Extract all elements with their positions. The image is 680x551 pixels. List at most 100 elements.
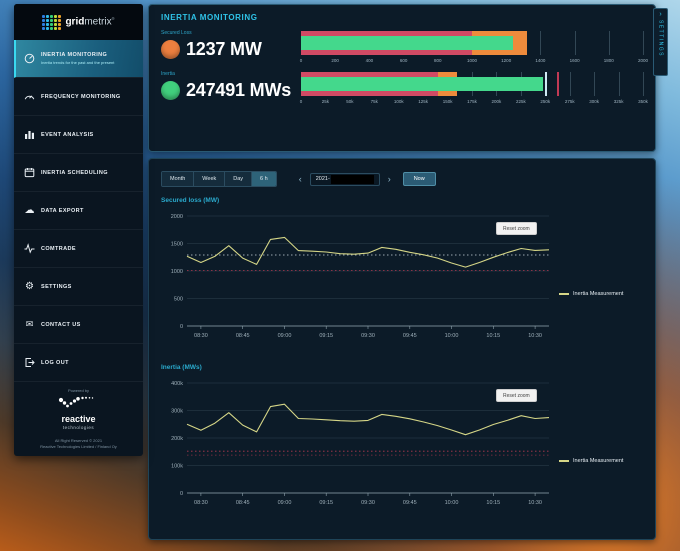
gauge-tick-label: 25k — [321, 99, 330, 104]
logo-dot — [58, 18, 62, 22]
sidebar-item-comtrade[interactable]: COMTRADE — [14, 230, 143, 268]
logo-dot — [42, 22, 46, 26]
logo-dot — [50, 14, 54, 18]
logo-dot — [50, 26, 54, 30]
reset-zoom-button[interactable]: Reset zoom — [496, 389, 537, 402]
inertia-metric: Inertia 247491 MWs 0 25k 50k 75k 100k 125k 150… — [149, 65, 655, 106]
gauge-tick-label: 225k — [515, 99, 526, 104]
chart-line — [186, 403, 550, 436]
x-axis-tick-label: 10:30 — [528, 333, 542, 339]
y-axis-tick-label: 100k — [171, 464, 183, 470]
logo-dot — [42, 18, 46, 22]
secured-loss-chart[interactable]: 0 500 1000 1500 2000 08:30 08:45 09:00 09:15 09:3… — [161, 208, 553, 348]
x-axis-tick-label: 10:15 — [486, 500, 500, 506]
logo-dot — [58, 14, 62, 18]
sidebar-item-event-analysis[interactable]: EVENT ANALYSIS — [14, 116, 143, 154]
reactive-logo-text: reactive — [61, 414, 96, 424]
next-date-button[interactable]: › — [384, 174, 395, 184]
sidebar-footer: Powered by reactive technologies All Rig… — [14, 382, 143, 451]
app-logo: gridmetrix® — [14, 4, 143, 40]
now-button[interactable]: Now — [402, 172, 436, 186]
gauge-tick-label: 125k — [418, 99, 429, 104]
gauge-tick-label: 175k — [467, 99, 477, 104]
envelope-icon: ✉ — [25, 319, 34, 329]
gauge-tick-label: 600 — [399, 58, 408, 63]
y-axis-tick-label: 500 — [174, 297, 183, 303]
legend[interactable]: Inertia Measurement — [559, 291, 623, 297]
settings-flyout-tab[interactable]: › SETTINGS — [653, 8, 668, 76]
gauge-tick-label: 100k — [393, 99, 404, 104]
inertia-chart[interactable]: 0 100k 200k 300k 400k 08:30 08:45 09:00 09:15 09:… — [161, 375, 553, 515]
sidebar-item-label: CONTACT US — [41, 321, 81, 328]
sidebar-item-log-out[interactable]: LOG OUT — [14, 344, 143, 382]
sidebar-nav: INERTIA MONITORING Inertia trends for the… — [14, 40, 143, 382]
secured-loss-chart-area: 0 500 1000 1500 2000 08:30 08:45 09:00 09:15 09:3… — [161, 208, 643, 356]
gauge-tick-label: 50k — [346, 99, 354, 104]
logo-dot — [46, 14, 50, 18]
range-button-group: Month Week Day 6 h — [161, 171, 277, 187]
y-axis-tick-label: 400k — [171, 381, 183, 387]
metric-label: Secured Loss — [161, 30, 192, 36]
reset-zoom-button[interactable]: Reset zoom — [496, 222, 537, 235]
y-axis-tick-label: 2000 — [171, 214, 183, 220]
prev-date-button[interactable]: ‹ — [295, 174, 306, 184]
sidebar-item-contact-us[interactable]: ✉ CONTACT US — [14, 306, 143, 344]
logo-dot — [46, 26, 50, 30]
gauge-tick-label: 325k — [613, 99, 624, 104]
range-button-6h[interactable]: 6 h — [252, 172, 276, 186]
gauge-tick-label: 800 — [434, 58, 442, 63]
chart-line — [186, 236, 550, 268]
range-button-week[interactable]: Week — [194, 172, 226, 186]
y-axis-tick-label: 1000 — [171, 269, 183, 275]
sidebar-item-inertia-monitoring[interactable]: INERTIA MONITORING Inertia trends for the… — [14, 40, 143, 78]
sidebar-item-frequency-monitoring[interactable]: FREQUENCY MONITORING — [14, 78, 143, 116]
gauge-tick-label: 1400 — [535, 58, 546, 63]
gauge-tick-label: 200k — [491, 99, 502, 104]
legend-label: Inertia Measurement — [573, 290, 624, 297]
gauge-tick — [540, 31, 542, 55]
chart-title-secured-loss: Secured loss (MW) — [161, 197, 220, 204]
logo-dot — [54, 14, 58, 18]
range-button-month[interactable]: Month — [162, 172, 195, 186]
gauge-tick — [574, 31, 576, 55]
y-axis-tick-label: 0 — [180, 324, 183, 330]
gauge-tick-label: 150k — [442, 99, 453, 104]
x-axis-tick-label: 09:30 — [361, 500, 375, 506]
x-axis-tick-label: 09:45 — [403, 500, 417, 506]
gauge-tick-label: 275k — [564, 99, 575, 104]
gauge-tick-label: 1200 — [501, 58, 512, 63]
inertia-gauge: 0 25k 50k 75k 100k 125k 150k 175k 200k 225k 250k 27… — [300, 72, 648, 106]
range-button-day[interactable]: Day — [225, 172, 253, 186]
gauge-tick — [569, 72, 571, 96]
secured-loss-gauge: 0 200 400 600 800 1000 1200 1400 1600 1800 2000 — [300, 31, 648, 65]
sidebar-item-inertia-scheduling[interactable]: INERTIA SCHEDULING — [14, 154, 143, 192]
metric-value: 1237 MW — [186, 39, 262, 59]
sidebar-item-label: COMTRADE — [41, 245, 76, 252]
logo-dot — [42, 14, 46, 18]
logo-dot — [58, 22, 62, 26]
y-axis-tick-label: 1500 — [171, 242, 183, 248]
gauge-tick-label: 400 — [365, 58, 374, 63]
logo-dot — [42, 26, 46, 30]
logo-dot — [50, 18, 54, 22]
gauge-icon — [21, 53, 38, 64]
sidebar-item-data-export[interactable]: ☁ DATA EXPORT — [14, 192, 143, 230]
reactive-logo-subtext: technologies — [62, 425, 95, 430]
x-axis-tick-label: 10:00 — [445, 333, 459, 339]
sidebar-item-subtitle: Inertia trends for the past and the pres… — [41, 60, 115, 65]
copyright-text: All Right Reserved © 2021 Reactive Techn… — [40, 438, 117, 450]
date-input[interactable]: 2021- — [309, 172, 380, 186]
logo-dot — [54, 18, 58, 22]
content-panel: Month Week Day 6 h ‹ 2021- › Now Secured lo… — [148, 158, 656, 540]
x-axis-tick-label: 09:15 — [319, 500, 333, 506]
gauge-tick-label: 2000 — [637, 58, 649, 63]
waveform-icon — [21, 243, 38, 254]
powered-by-label: Powered by — [67, 388, 90, 393]
gauge-marker — [545, 72, 547, 96]
gauge-value-bar — [301, 36, 513, 50]
sidebar-item-settings[interactable]: ⚙ SETTINGS — [14, 268, 143, 306]
x-axis-tick-label: 08:45 — [236, 333, 250, 339]
legend[interactable]: Inertia Measurement — [559, 458, 623, 464]
cloud-download-icon: ☁ — [24, 204, 35, 216]
